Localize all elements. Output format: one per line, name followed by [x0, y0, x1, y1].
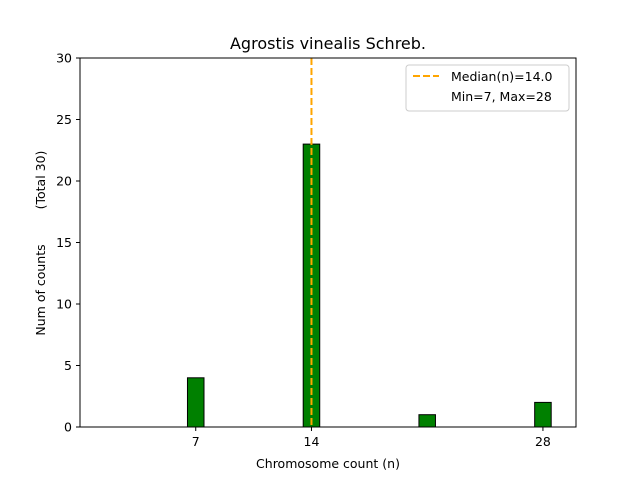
x-axis-label: Chromosome count (n) — [256, 456, 400, 471]
y-axis-label: Num of counts — [33, 244, 48, 335]
y-axis-label-total: (Total 30) — [33, 151, 48, 210]
bar-group — [186, 143, 552, 428]
y-axis-ticks: 0 5 10 15 20 25 30 — [56, 51, 80, 435]
bar-n-7 — [186, 377, 205, 428]
x-tick-label-28: 28 — [535, 434, 551, 449]
x-tick-label-14: 14 — [304, 434, 320, 449]
bar-n-21 — [418, 414, 436, 428]
y-tick-label-30: 30 — [56, 51, 72, 66]
legend-entry-range: Min=7, Max=28 — [451, 89, 552, 104]
bar-n-28 — [534, 401, 552, 428]
y-tick-label-0: 0 — [64, 420, 72, 435]
y-tick-label-5: 5 — [64, 358, 72, 373]
legend-box — [405, 64, 570, 112]
y-tick-label-15: 15 — [56, 235, 72, 250]
y-tick-label-25: 25 — [56, 112, 72, 127]
x-axis-ticks: 7 14 28 — [192, 427, 551, 449]
y-tick-label-10: 10 — [56, 297, 72, 312]
chart-title: Agrostis vinealis Schreb. — [230, 34, 426, 53]
legend: Median(n)=14.0 Min=7, Max=28 — [405, 64, 570, 112]
x-tick-label-7: 7 — [192, 434, 200, 449]
legend-entry-median: Median(n)=14.0 — [451, 69, 552, 84]
y-tick-label-20: 20 — [56, 174, 72, 189]
